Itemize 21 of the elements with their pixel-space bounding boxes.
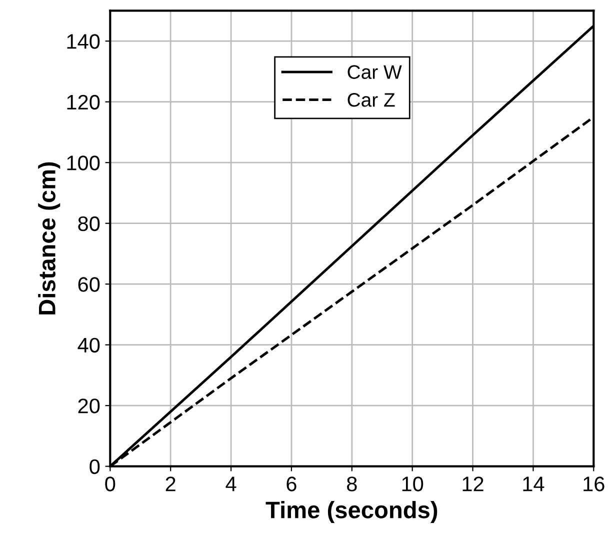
y-tick-label: 100 [67, 156, 100, 170]
x-tick-label: 14 [523, 476, 544, 492]
y-tick-label: 120 [67, 94, 100, 110]
x-tick-label: 16 [584, 476, 604, 492]
y-axis-title: Distance (cm) [38, 162, 60, 314]
x-tick-label: 10 [402, 476, 424, 492]
y-tick-label: 40 [78, 338, 100, 353]
x-tick-label: 0 [105, 476, 116, 492]
y-tick-label: 60 [78, 277, 100, 292]
x-tick-label: 12 [462, 476, 484, 492]
y-tick-label: 80 [78, 216, 100, 232]
y-tick-label: 20 [78, 398, 100, 414]
y-tick-label: 140 [67, 34, 100, 49]
y-tick-label: 0 [90, 459, 100, 474]
x-tick-label: 4 [226, 476, 236, 492]
legend-label: Car Z [348, 93, 395, 107]
x-tick-label: 8 [347, 476, 357, 492]
x-tick-label: 2 [166, 476, 176, 492]
x-tick-label: 6 [286, 476, 296, 492]
x-axis-title: Time (seconds) [266, 501, 438, 524]
legend-label: Car W [348, 65, 402, 79]
